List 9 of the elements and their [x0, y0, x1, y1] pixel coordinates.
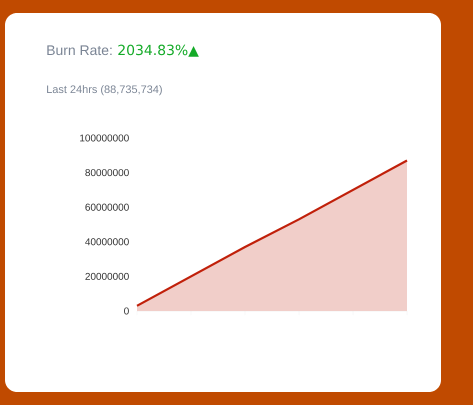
y-tick-label: 100000000 — [80, 134, 129, 142]
y-tick-label: 20000000 — [85, 272, 129, 280]
y-tick-label: 60000000 — [85, 204, 129, 211]
y-tick-label: 80000000 — [85, 169, 129, 176]
chart-title: Burn Rate: — [47, 45, 112, 56]
y-tick-label: 0 — [124, 307, 129, 315]
text: 2034.83%▲ — [118, 44, 199, 57]
chart-subtitle: Last 24hrs (88,735,734) — [47, 85, 162, 96]
y-tick-label: 40000000 — [85, 238, 129, 246]
